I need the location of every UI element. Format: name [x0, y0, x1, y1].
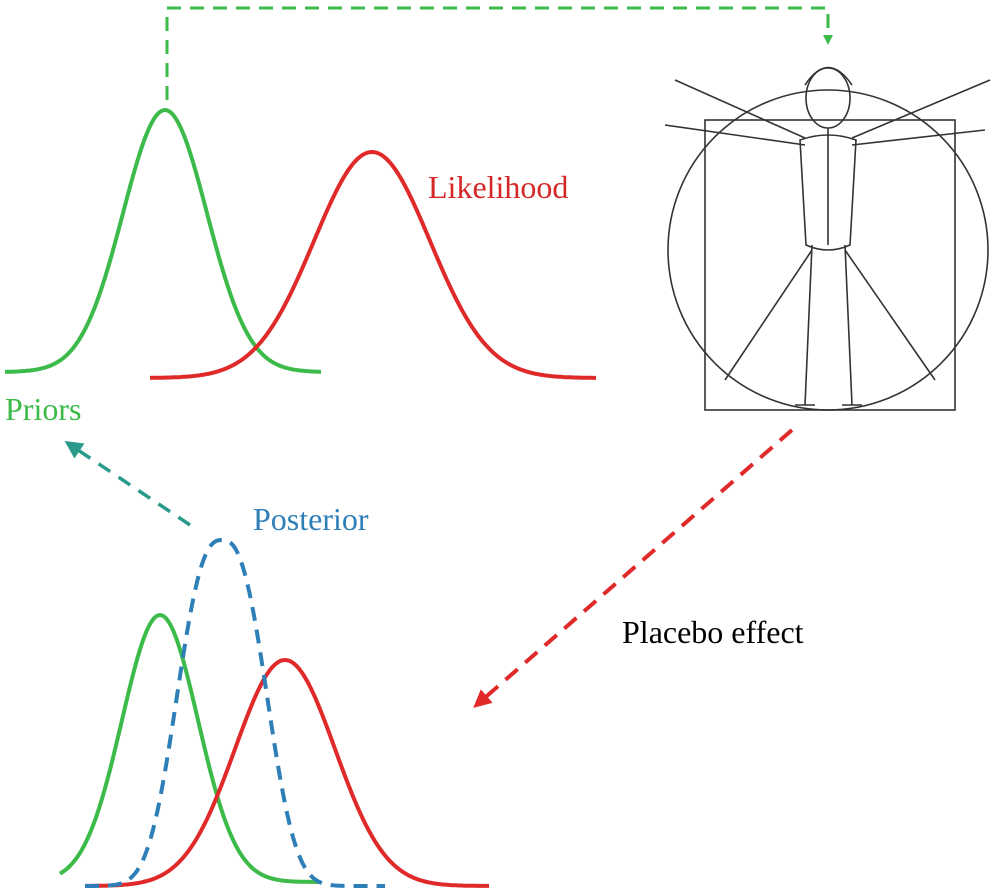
placebo-arrow [473, 428, 794, 708]
priors-label: Priors [5, 391, 81, 427]
update-arrow [64, 440, 191, 527]
curves [5, 107, 596, 888]
placebo-label: Placebo effect [622, 614, 804, 650]
feedback-arrow [165, 6, 833, 100]
prior-curve [5, 107, 321, 374]
vitruvian-man [664, 66, 991, 411]
posterior-likelihood-curve [85, 657, 489, 888]
likelihood-label: Likelihood [428, 169, 568, 205]
posterior-curve [85, 538, 385, 888]
posterior-prior-curve [58, 612, 320, 884]
posterior-label: Posterior [253, 501, 369, 537]
likelihood-curve [149, 149, 596, 380]
